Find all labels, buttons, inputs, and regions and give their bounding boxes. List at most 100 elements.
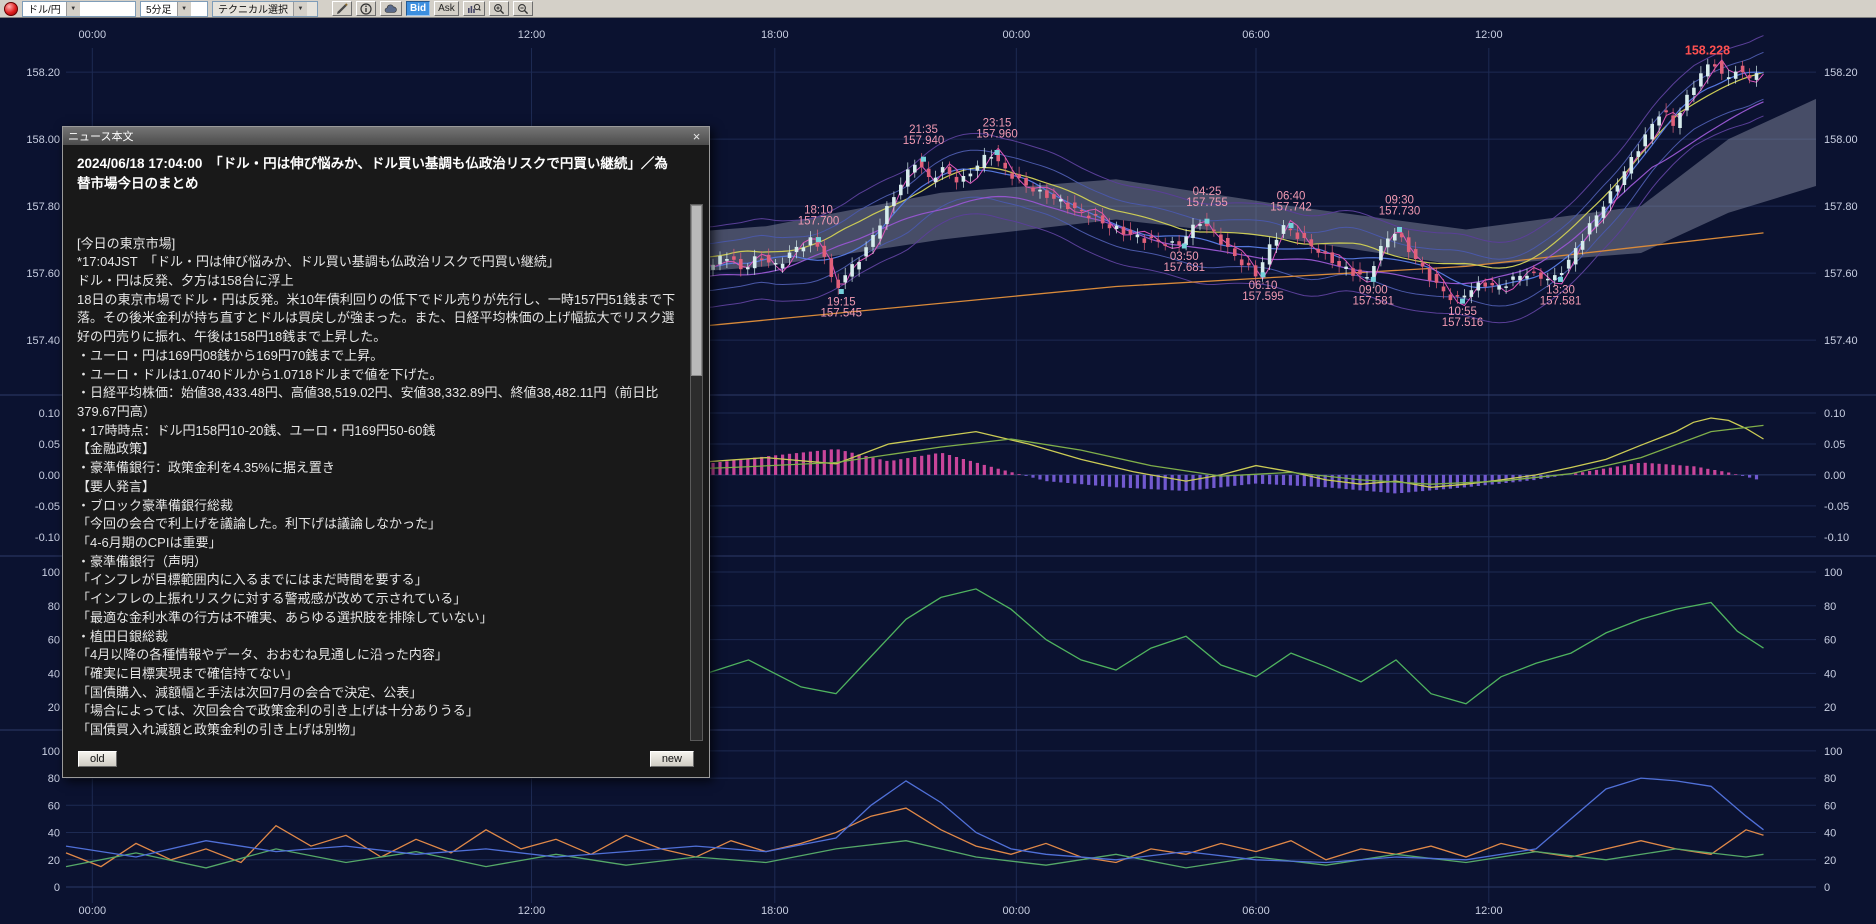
svg-text:20: 20 [1824,702,1836,714]
pivot-label: 06:40 157.742 [1270,191,1312,214]
svg-text:12:00: 12:00 [1475,905,1503,917]
chevron-down-icon: ▼ [65,1,80,16]
svg-text:00:00: 00:00 [1003,29,1031,41]
pivot-label: 23:15 157.960 [976,118,1018,141]
pivot-label: 10:55 157.516 [1442,306,1484,329]
pivot-marker [838,289,844,294]
svg-text:158.20: 158.20 [26,67,60,79]
svg-text:12:00: 12:00 [1475,29,1503,41]
scrollbar[interactable] [690,204,703,741]
close-button[interactable]: × [689,129,704,143]
svg-text:100: 100 [1824,746,1842,758]
pivot-marker [921,156,926,162]
svg-text:40: 40 [1824,668,1836,680]
news-line: 【要人発言】 [77,478,156,494]
news-dialog-titlebar[interactable]: ニュース本文 × [63,127,709,145]
svg-text:100: 100 [1824,567,1842,579]
scrollbar-thumb[interactable] [691,205,702,377]
news-line: 「インフレが目標範囲内に入るまでにはまだ時間を要する」 [77,572,428,588]
news-line: ・ユーロ・ドルは1.0740ドルから1.0718ドルまで値を下げた。 [77,366,443,382]
svg-text:0.05: 0.05 [39,439,60,451]
svg-text:00:00: 00:00 [79,29,107,41]
news-line: 「場合によっては、次回会合で政策金利の引き上げは十分ありうる」 [77,703,479,719]
news-dialog-content: 2024/06/18 17:04:00 「ドル・円は伸び悩みか、ドル買い基調も仏… [63,145,709,741]
svg-text:0.10: 0.10 [1824,408,1845,420]
pivot-marker [1181,243,1187,249]
chart-style-button[interactable] [380,1,402,16]
svg-text:18:00: 18:00 [761,29,789,41]
svg-text:00:00: 00:00 [1003,905,1031,917]
svg-text:20: 20 [48,855,60,867]
chevron-down-icon: ▼ [176,1,191,16]
pair-select-value: ドル/円 [28,5,61,16]
svg-text:157.40: 157.40 [1824,335,1858,347]
news-line: 「インフレの上振れリスクに対する警戒感が改めて示されている」 [77,591,467,607]
timeframe-select[interactable]: 5分足 ▼ [140,0,208,17]
news-headline: 2024/06/18 17:04:00 「ドル・円は伸び悩みか、ドル買い基調も仏… [77,156,668,192]
svg-text:40: 40 [48,668,60,680]
info-icon [360,2,372,15]
svg-text:158.00: 158.00 [26,134,60,146]
news-line: ・ブロック豪準備銀行総裁 [77,497,234,513]
zoom-in-button[interactable] [488,1,509,16]
news-line: 【金融政策】 [77,441,156,457]
pivot-marker [1397,227,1402,232]
zoom-out-button[interactable] [512,1,533,16]
bid-button[interactable]: Bid [406,1,431,16]
svg-text:157.60: 157.60 [26,268,60,280]
pivot-label: 06:10 157.595 [1242,280,1284,303]
svg-text:0: 0 [54,882,60,894]
new-button[interactable]: new [649,751,694,767]
pair-select[interactable]: ドル/円 ▼ [22,0,136,17]
chevron-down-icon: ▼ [293,1,307,16]
pivot-marker [1288,223,1294,228]
svg-text:20: 20 [48,702,60,714]
ask-button[interactable]: Ask [434,1,459,16]
svg-text:157.80: 157.80 [26,201,60,213]
zoom-out-icon [517,3,529,15]
news-line: ・日経平均株価：始値38,433.48円、高値38,519.02円、安値38,3… [77,385,659,419]
pivot-marker [816,237,821,243]
svg-text:100: 100 [42,746,60,758]
svg-text:60: 60 [48,800,60,812]
svg-text:20: 20 [1824,855,1836,867]
technical-select-label: テクニカル選択 [218,5,288,16]
svg-text:12:00: 12:00 [518,29,546,41]
pivot-label: 03:50 157.681 [1164,251,1206,274]
news-line: [今日の東京市場] [77,235,176,251]
news-dialog-title: ニュース本文 [68,131,134,143]
svg-text:80: 80 [1824,601,1836,613]
svg-text:157.40: 157.40 [26,335,60,347]
news-line: 【経済指標】 [77,740,681,742]
pivot-label: 04:25 157.755 [1186,186,1228,209]
pivot-marker [1204,218,1210,224]
svg-text:80: 80 [1824,773,1836,785]
pivot-marker [1460,298,1465,304]
svg-text:0.05: 0.05 [1824,439,1845,451]
news-line: ・17時時点：ドル円158円10-20銭、ユーロ・円169円50-60銭 [77,422,436,438]
svg-text:157.60: 157.60 [1824,268,1858,280]
svg-text:0: 0 [1824,882,1830,894]
svg-text:80: 80 [48,773,60,785]
technical-select-button[interactable]: テクニカル選択 ▼ [212,0,318,17]
zoom-in-icon [493,3,505,15]
app-icon [4,1,18,16]
news-line: 「国債購入、減額幅と手法は次回7月の会合で決定、公表」 [77,684,423,700]
draw-tool-button[interactable] [332,1,352,16]
news-line: *17:04JST 「ドル・円は伸び悩みか、ドル買い基調も仏政治リスクで円買い継… [77,254,560,270]
pivot-marker [1260,272,1266,278]
pivot-label: 19:15 157.545 [821,297,863,320]
svg-text:0.00: 0.00 [39,470,60,482]
svg-text:-0.10: -0.10 [35,532,60,544]
pivot-marker [994,150,1000,155]
info-button[interactable] [356,1,376,16]
news-body: [今日の東京市場] *17:04JST 「ドル・円は伸び悩みか、ドル買い基調も仏政… [77,235,681,742]
svg-text:12:00: 12:00 [518,905,546,917]
news-line: 「4-6月期のCPIは重要」 [77,535,222,550]
chart-zoom-button[interactable] [462,1,485,16]
last-price-label: 158.228 [1685,44,1730,58]
old-button[interactable]: old [78,751,117,767]
news-dialog: ニュース本文 × 2024/06/18 17:04:00 「ドル・円は伸び悩みか… [62,126,710,778]
svg-text:60: 60 [48,635,60,647]
svg-text:00:00: 00:00 [79,905,107,917]
